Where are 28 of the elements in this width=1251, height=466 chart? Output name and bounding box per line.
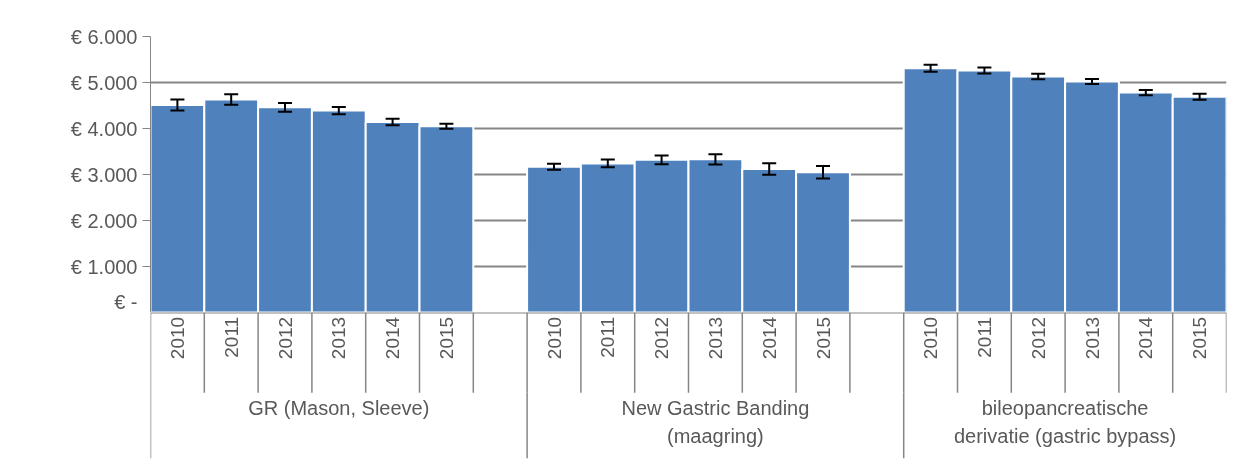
- y-tick-label: € 2.000: [70, 209, 138, 232]
- y-tick-label: € -: [114, 290, 138, 313]
- x-tick-label: 2015: [812, 316, 834, 360]
- x-tick-label: 2010: [543, 316, 565, 360]
- y-tick-label: € 4.000: [70, 117, 138, 140]
- x-tick-label: 2010: [920, 316, 942, 360]
- text: New Gastric Banding (maagring): [621, 397, 810, 447]
- x-tick-label: 2012: [651, 316, 673, 360]
- x-tick-label: 2011: [220, 316, 242, 358]
- y-tick-label: € 6.000: [70, 25, 138, 48]
- x-tick-label: 2010: [166, 316, 188, 360]
- x-tick-label: 2014: [382, 316, 404, 360]
- x-tick-label: 2013: [704, 316, 726, 360]
- y-tick-label: € 3.000: [70, 163, 138, 186]
- text: GR (Mason, Sleeve): [248, 397, 430, 420]
- x-tick-label: 2015: [1189, 316, 1211, 360]
- x-tick-label: 2014: [1135, 316, 1157, 360]
- y-tick-label: € 5.000: [70, 71, 138, 94]
- x-tick-label: 2013: [1081, 316, 1103, 360]
- x-tick-label: 2011: [597, 316, 619, 358]
- x-tick-label: 2011: [973, 316, 995, 358]
- x-tick-label: 2013: [328, 316, 350, 360]
- x-tick-label: 2015: [435, 316, 457, 360]
- x-tick-label: 2012: [1027, 316, 1049, 360]
- x-tick-label: 2012: [274, 316, 296, 360]
- y-tick-label: € 1.000: [70, 255, 138, 278]
- x-tick-label: 2014: [758, 316, 780, 360]
- text: bileopancreatische derivatie (gastric bypass): [953, 397, 1177, 447]
